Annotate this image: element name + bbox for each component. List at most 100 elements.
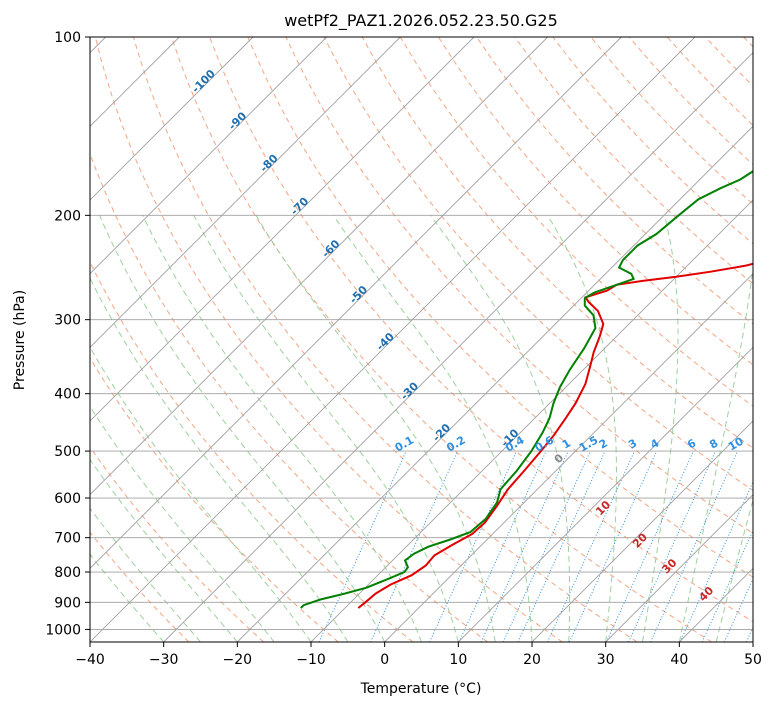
chart-title: wetPf2_PAZ1.2026.052.23.50.G25 xyxy=(284,11,558,31)
isotherm-line xyxy=(310,199,753,642)
dry-adiabat-line xyxy=(361,37,753,449)
x-tick-label: −20 xyxy=(223,652,253,668)
mixing-ratio-line xyxy=(546,450,635,642)
dry-adiabat-line xyxy=(90,446,264,642)
dry-adiabat-line xyxy=(209,37,753,623)
x-axis-label: Temperature (°C) xyxy=(360,681,482,697)
mixing-ratio-line xyxy=(569,450,658,642)
y-axis-label: Pressure (hPa) xyxy=(12,290,28,390)
x-tick-label: 40 xyxy=(670,652,688,668)
dry-adiabat-line xyxy=(171,37,712,642)
isotherm-line xyxy=(679,567,753,642)
isotherm-line xyxy=(90,37,696,642)
plot-frame xyxy=(89,36,754,643)
y-tick-label: 700 xyxy=(54,531,81,547)
mixing-ratio-label: 2 xyxy=(597,437,610,452)
isotherm-line xyxy=(531,420,753,642)
dry-adiabat-line xyxy=(590,37,753,205)
mixing-ratio-label: 13 xyxy=(755,435,775,454)
moist-adiabat-line xyxy=(99,215,386,642)
dry-adiabat-line xyxy=(132,37,638,642)
isotherm-line xyxy=(458,346,753,642)
y-tick-label: 300 xyxy=(54,313,81,329)
dry-adiabat-line xyxy=(704,37,753,87)
isotherm-line xyxy=(90,37,475,422)
x-tick-label: −30 xyxy=(149,652,179,668)
moist-adiabat-line xyxy=(332,215,533,642)
isotherm-line xyxy=(90,37,548,496)
moist-adiabat-line xyxy=(642,215,679,642)
y-tick-label: 900 xyxy=(54,595,81,611)
isotherm-line xyxy=(90,37,401,348)
isotherm-line xyxy=(90,37,622,569)
isotherm-line xyxy=(163,52,753,642)
moist-adiabat-line xyxy=(90,553,165,642)
mixing-ratio-line xyxy=(745,626,753,642)
dewpoint-profile-line xyxy=(300,170,753,609)
moist-adiabat-line xyxy=(193,215,459,642)
y-tick-label: 400 xyxy=(54,387,81,403)
moist-adiabat-line xyxy=(90,346,312,642)
isotherm-line xyxy=(90,37,254,201)
mixing-ratio-line xyxy=(318,450,407,642)
mixing-ratio-line xyxy=(605,450,694,642)
moist-adiabat-label: 20 xyxy=(630,530,650,550)
dry-adiabat-line xyxy=(552,37,753,245)
dry-adiabat-line xyxy=(247,37,753,578)
mixing-ratio-label: 1 xyxy=(560,437,573,452)
dry-adiabat-line xyxy=(90,356,339,642)
dry-adiabat-line xyxy=(399,37,753,407)
mixing-ratio-line xyxy=(517,450,606,642)
isotherm-label: -90 xyxy=(226,109,249,132)
moist-adiabat-line xyxy=(430,215,571,642)
moist-adiabat-line xyxy=(678,264,753,642)
moist-adiabat-label: 30 xyxy=(659,556,679,576)
isotherm-label: -80 xyxy=(257,152,280,175)
mixing-ratio-label: 8 xyxy=(707,437,720,452)
y-tick-label: 200 xyxy=(54,208,81,224)
plot-background-lines xyxy=(90,37,775,642)
isotherm-line xyxy=(752,641,753,642)
isotherm-label: -40 xyxy=(374,330,397,353)
y-tick-label: 500 xyxy=(54,444,81,460)
moist-adiabat-label: 40 xyxy=(696,584,716,604)
moist-adiabat-line xyxy=(90,458,238,642)
x-tick-label: 10 xyxy=(449,652,467,668)
moist-adiabat-line xyxy=(90,277,349,642)
dry-adiabat-line xyxy=(94,37,563,642)
x-tick-label: −10 xyxy=(296,652,326,668)
isopleth-labels: -100-90-80-70-60-50-40-30-20 -100.1 0.2 0.4… xyxy=(189,67,775,604)
mixing-ratio-line xyxy=(502,450,591,642)
mixing-ratio-line xyxy=(679,480,753,642)
dry-adiabat-line xyxy=(437,37,753,366)
x-tick-label: 0 xyxy=(380,652,389,668)
isotherm-label: -100 xyxy=(189,67,218,96)
y-tick-label: 100 xyxy=(54,30,81,46)
moist-adiabat-line xyxy=(547,215,617,642)
isotherm-label: -30 xyxy=(398,379,421,402)
isotherm-line xyxy=(384,273,753,642)
dry-adiabat-line xyxy=(90,152,488,642)
dry-adiabat-line xyxy=(90,531,190,642)
mixing-ratio-label: 4 xyxy=(648,436,661,451)
x-tick-label: 50 xyxy=(744,652,762,668)
sounding-traces xyxy=(300,170,753,609)
dry-adiabat-line xyxy=(90,260,414,642)
mixing-ratio-line xyxy=(429,450,518,642)
mixing-ratio-line xyxy=(768,451,775,642)
moist-adiabat-line xyxy=(90,405,275,642)
isotherm-line xyxy=(237,125,753,642)
isotherm-line xyxy=(90,37,327,275)
y-tick-label: 600 xyxy=(54,491,81,507)
x-tick-label: 20 xyxy=(523,652,541,668)
y-axis: 100 200 300 400 500 600 700 800 900 1000 xyxy=(45,30,90,638)
moist-adiabat-line xyxy=(90,507,201,642)
dry-adiabat-line xyxy=(743,37,753,48)
isotherm-line xyxy=(605,494,753,642)
x-tick-label: −40 xyxy=(75,652,105,668)
mixing-ratio-line xyxy=(723,577,753,642)
moist-adiabat-line xyxy=(142,215,422,642)
y-tick-label: 1000 xyxy=(45,622,81,638)
mixing-ratio-line xyxy=(480,450,569,642)
